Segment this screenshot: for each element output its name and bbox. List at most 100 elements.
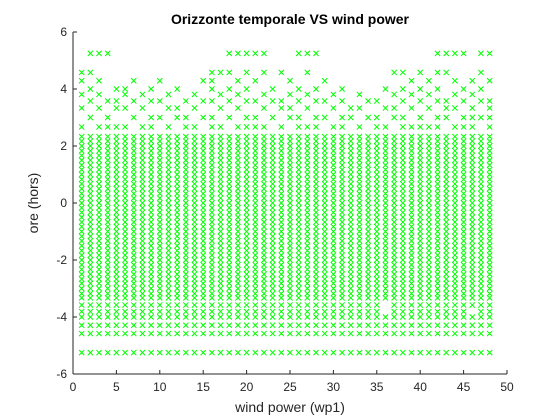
data-point (417, 330, 424, 337)
data-point (261, 322, 267, 329)
data-point (113, 233, 120, 240)
data-point (339, 200, 346, 206)
data-point (78, 185, 85, 192)
data-point (434, 180, 441, 187)
data-point (469, 77, 476, 84)
data-point (200, 162, 207, 169)
data-point (321, 180, 328, 187)
data-point (208, 185, 215, 192)
data-point (417, 285, 424, 292)
data-point (174, 185, 181, 192)
data-point (304, 276, 311, 283)
data-point (382, 123, 389, 130)
data-point (425, 322, 432, 329)
data-point (278, 195, 285, 202)
data-point (104, 290, 111, 297)
y-tick-label: 2 (60, 139, 67, 153)
data-point (391, 252, 398, 259)
data-point (408, 190, 415, 197)
data-point (408, 123, 415, 130)
data-point (373, 223, 380, 230)
data-point (226, 176, 233, 183)
data-point (460, 252, 467, 259)
data-point (104, 349, 111, 356)
data-point (399, 247, 406, 254)
data-point (295, 223, 302, 230)
data-point (148, 233, 155, 240)
data-point (287, 176, 293, 183)
data-point (443, 147, 450, 154)
data-point (217, 180, 224, 187)
data-point (252, 242, 259, 249)
data-point (78, 242, 85, 249)
data-point (382, 280, 389, 287)
data-point (451, 209, 458, 216)
data-point (226, 204, 233, 211)
data-point (434, 200, 441, 206)
data-point (295, 233, 302, 240)
data-point (191, 322, 198, 329)
data-point (200, 180, 207, 187)
data-point (382, 233, 389, 240)
data-point (434, 349, 441, 356)
data-point (373, 147, 380, 154)
data-point (486, 195, 493, 202)
data-point (96, 147, 102, 154)
data-point (182, 285, 189, 292)
data-point (443, 257, 450, 263)
data-point (443, 322, 450, 329)
data-point (365, 171, 372, 178)
data-point (208, 280, 215, 287)
data-point (347, 257, 354, 263)
data-point (460, 123, 467, 130)
data-point (486, 308, 493, 315)
data-point (408, 276, 415, 283)
data-point (278, 152, 285, 159)
data-point (339, 314, 346, 320)
data-point (208, 257, 215, 263)
data-point (113, 200, 120, 206)
data-point (96, 276, 102, 283)
data-point (78, 133, 85, 140)
data-point (443, 271, 450, 278)
data-point (295, 147, 302, 154)
data-point (269, 185, 276, 192)
data-point (165, 180, 172, 187)
data-point (234, 50, 241, 57)
data-point (226, 138, 233, 145)
data-point (208, 261, 215, 268)
data-point (399, 261, 406, 268)
data-point (156, 162, 163, 169)
data-point (139, 308, 146, 315)
data-point (87, 302, 94, 308)
data-point (304, 214, 311, 221)
data-point (321, 314, 328, 320)
data-point (391, 285, 398, 292)
data-point (122, 308, 129, 315)
data-point (356, 266, 363, 273)
data-point (87, 185, 94, 192)
data-point (156, 276, 163, 283)
data-point (130, 166, 137, 173)
data-point (217, 209, 224, 216)
data-point (165, 138, 172, 145)
data-point (287, 138, 293, 145)
data-point (425, 152, 432, 159)
data-point (87, 114, 94, 121)
data-point (234, 233, 241, 240)
data-point (425, 330, 432, 337)
data-point (478, 200, 484, 206)
data-point (373, 157, 380, 164)
data-point (243, 190, 250, 197)
data-point (408, 223, 415, 230)
data-point (373, 166, 380, 173)
data-point (425, 204, 432, 211)
data-point (165, 349, 172, 356)
data-point (356, 247, 363, 254)
data-point (200, 322, 207, 329)
data-point (234, 105, 241, 112)
data-point (113, 290, 120, 297)
data-point (339, 185, 346, 192)
data-point (478, 209, 484, 216)
data-point (148, 237, 155, 244)
